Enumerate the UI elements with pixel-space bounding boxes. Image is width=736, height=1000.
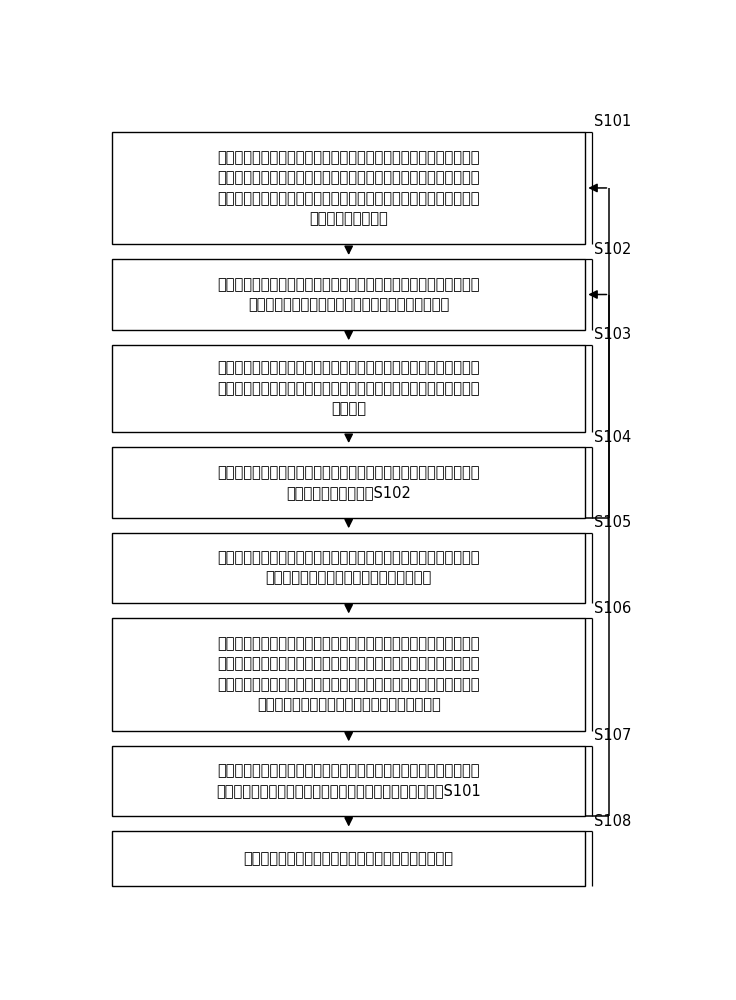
Bar [112,618,585,731]
Text: S103: S103 [594,327,631,342]
Bar [112,831,585,886]
Text: 当所述最小的目标函数値小于所述当前配电网拓扑结构的初始目标函
数値时，将所述最小的目标函数値对应的所述闭合环路中的分段开关
与所述目标联络开关互换，所述初始目标: 当所述最小的目标函数値小于所述当前配电网拓扑结构的初始目标函 数値时，将所述最小… [217,636,480,712]
Bar [112,259,585,330]
Bar [112,447,585,518]
Text: S107: S107 [594,728,631,743]
Text: 断开所述闭合环路中的目标分段开关，更新分段开关断开次数，所述
目标分段开关为所述闭合环路中的任意一个分段开关: 断开所述闭合环路中的目标分段开关，更新分段开关断开次数，所述 目标分段开关为所述… [217,277,480,312]
Text: S106: S106 [594,601,631,616]
Bar [112,132,585,244]
Bar [112,533,585,603]
Text: 将所述闭合环路中任意一个没有进行断开操作的分段开关作为新的目
标分段开关，返回步骤S102: 将所述闭合环路中任意一个没有进行断开操作的分段开关作为新的目 标分段开关，返回步… [217,465,480,500]
Bar [112,345,585,432]
Text: 根据断开所述目标分段开关后的配电网拓扑结构中各个配电网节点的
电压越限概率，确定断开所述目标分段开关后的配电网拓扑结构的目
标函数値: 根据断开所述目标分段开关后的配电网拓扑结构中各个配电网节点的 电压越限概率，确定… [217,361,480,416]
Bar [112,746,585,816]
Text: S104: S104 [594,430,631,445]
Text: 将所述当前配电网拓扑结构中除所述目标联络开关外剩余的各个联络
开关中任意一个联络开关作为新的目标联络开关，返回步骤S101: 将所述当前配电网拓扑结构中除所述目标联络开关外剩余的各个联络 开关中任意一个联络… [216,763,481,799]
Text: 当判定更新后的分段开关断开次数等于预设第二次数阈値时，从确定
的各个目标函数値中获取最小的目标函数値: 当判定更新后的分段开关断开次数等于预设第二次数阈値时，从确定 的各个目标函数値中… [217,550,480,585]
Text: S102: S102 [594,242,631,257]
Text: 当判定当前配电网拓扑结构中目标联络开关的闭合次数小于预设第一
次数阈値时，闭合所述目标联络开关形成闭合环路，更新所述目标联
络开关的闭合次数，所述目标联络开关为: 当判定当前配电网拓扑结构中目标联络开关的闭合次数小于预设第一 次数阈値时，闭合所… [217,150,480,226]
Text: S108: S108 [594,814,631,829]
Text: 当判定完成预设遍历次数，获得最优的配电网拓扑结构: 当判定完成预设遍历次数，获得最优的配电网拓扑结构 [244,851,453,866]
Text: S101: S101 [594,114,631,129]
Text: S105: S105 [594,515,631,530]
